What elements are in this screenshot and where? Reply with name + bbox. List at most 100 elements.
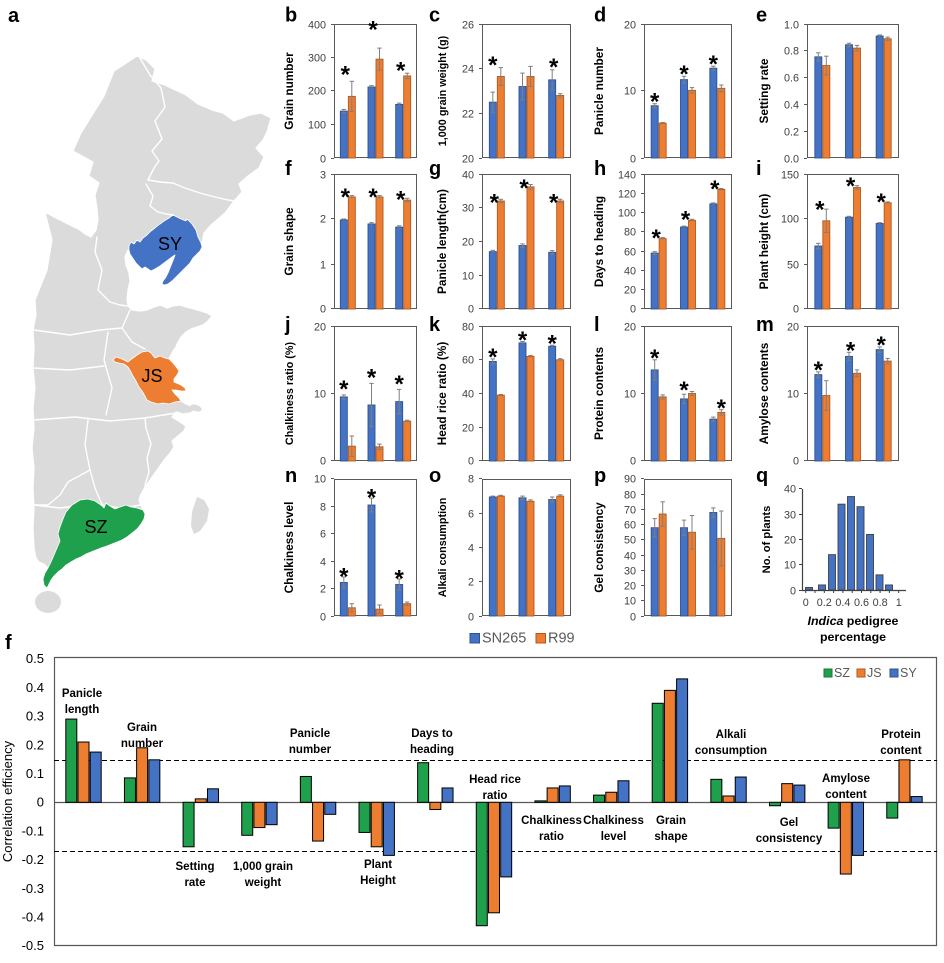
- svg-text:120: 120: [618, 188, 636, 200]
- svg-text:*: *: [548, 331, 558, 358]
- svg-text:Grain number: Grain number: [282, 52, 296, 130]
- svg-text:0: 0: [468, 455, 474, 467]
- svg-text:d: d: [594, 5, 606, 27]
- svg-text:f: f: [285, 158, 292, 180]
- svg-text:8: 8: [320, 501, 326, 513]
- svg-text:Amylose contents: Amylose contents: [757, 342, 771, 444]
- svg-text:40: 40: [462, 169, 474, 181]
- svg-text:0.2: 0.2: [784, 126, 799, 138]
- svg-text:Setting rate: Setting rate: [757, 58, 771, 123]
- svg-text:400: 400: [308, 19, 326, 31]
- svg-text:0: 0: [793, 455, 799, 467]
- svg-text:10: 10: [314, 473, 326, 485]
- svg-text:e: e: [756, 5, 767, 27]
- svg-text:0.6: 0.6: [854, 597, 869, 609]
- svg-text:*: *: [814, 357, 824, 384]
- svg-text:Chalkiness: Chalkiness: [521, 815, 582, 827]
- svg-text:20: 20: [624, 580, 636, 592]
- svg-text:Setting: Setting: [176, 861, 215, 873]
- svg-text:*: *: [846, 338, 856, 365]
- svg-text:m: m: [756, 314, 774, 336]
- svg-text:-0.2: -0.2: [22, 852, 44, 867]
- svg-text:k: k: [429, 314, 441, 336]
- svg-text:100: 100: [781, 213, 799, 225]
- svg-text:JS: JS: [141, 366, 162, 386]
- svg-text:*: *: [519, 175, 529, 202]
- svg-text:Chalkiness ratio (%): Chalkiness ratio (%): [284, 341, 296, 445]
- svg-text:Chalkiness level: Chalkiness level: [282, 502, 296, 594]
- svg-text:1.0: 1.0: [784, 19, 799, 31]
- svg-text:0.3: 0.3: [26, 709, 44, 724]
- svg-text:0.4: 0.4: [835, 597, 850, 609]
- svg-text:0: 0: [803, 597, 809, 609]
- svg-text:0: 0: [320, 153, 326, 165]
- svg-text:length: length: [65, 704, 100, 716]
- svg-text:n: n: [285, 465, 297, 487]
- svg-text:30: 30: [624, 565, 636, 577]
- svg-text:p: p: [594, 465, 606, 487]
- svg-text:4: 4: [320, 556, 326, 568]
- svg-text:2: 2: [468, 576, 474, 588]
- svg-text:0.1: 0.1: [26, 766, 44, 781]
- svg-text:consumption: consumption: [695, 745, 767, 757]
- svg-text:heading: heading: [410, 744, 454, 756]
- svg-text:70: 70: [624, 504, 636, 516]
- svg-text:0: 0: [320, 303, 326, 315]
- svg-text:*: *: [681, 207, 691, 234]
- svg-text:*: *: [490, 190, 500, 217]
- svg-text:0: 0: [630, 303, 636, 315]
- svg-text:Days to heading: Days to heading: [592, 196, 606, 287]
- svg-text:0.8: 0.8: [784, 45, 799, 57]
- svg-text:150: 150: [781, 169, 799, 181]
- svg-text:1: 1: [896, 597, 902, 609]
- svg-text:*: *: [488, 52, 498, 79]
- svg-text:h: h: [594, 158, 606, 180]
- svg-text:*: *: [877, 332, 887, 359]
- svg-text:SZ: SZ: [834, 666, 850, 680]
- svg-text:40: 40: [784, 483, 796, 495]
- svg-text:0: 0: [630, 153, 636, 165]
- svg-text:Head rice: Head rice: [469, 774, 521, 786]
- svg-text:8: 8: [468, 473, 474, 485]
- svg-text:*: *: [368, 16, 378, 43]
- svg-text:SZ: SZ: [84, 517, 107, 537]
- svg-text:26: 26: [462, 19, 474, 31]
- svg-text:number: number: [121, 738, 164, 750]
- svg-text:rate: rate: [184, 877, 205, 889]
- svg-text:0.4: 0.4: [26, 680, 44, 695]
- svg-text:Grain: Grain: [656, 815, 686, 827]
- svg-text:50: 50: [624, 534, 636, 546]
- svg-text:24: 24: [462, 63, 474, 75]
- svg-text:0.5: 0.5: [26, 651, 44, 666]
- svg-text:Gel: Gel: [780, 817, 799, 829]
- svg-text:1: 1: [320, 259, 326, 271]
- svg-text:a: a: [8, 5, 20, 27]
- svg-text:*: *: [650, 89, 660, 116]
- svg-text:40: 40: [624, 550, 636, 562]
- svg-text:20: 20: [624, 19, 636, 31]
- svg-text:0: 0: [468, 303, 474, 315]
- svg-text:0.8: 0.8: [873, 597, 888, 609]
- svg-text:0.0: 0.0: [784, 153, 799, 165]
- svg-text:20: 20: [787, 321, 799, 333]
- svg-text:*: *: [710, 176, 720, 203]
- svg-text:number: number: [289, 744, 332, 756]
- svg-text:*: *: [488, 344, 498, 371]
- svg-text:0: 0: [630, 611, 636, 623]
- svg-text:Amylose: Amylose: [822, 773, 870, 785]
- svg-text:*: *: [709, 51, 719, 78]
- svg-text:3: 3: [320, 169, 326, 181]
- svg-text:60: 60: [624, 246, 636, 258]
- svg-text:*: *: [339, 376, 349, 403]
- svg-text:Head rice ratio (%): Head rice ratio (%): [435, 342, 449, 446]
- svg-text:60: 60: [462, 354, 474, 366]
- svg-text:Correlation efficiency: Correlation efficiency: [0, 740, 15, 862]
- svg-text:j: j: [284, 314, 291, 336]
- svg-text:6: 6: [320, 528, 326, 540]
- svg-text:SN265: SN265: [482, 631, 526, 647]
- svg-text:30: 30: [784, 509, 796, 521]
- svg-text:20: 20: [784, 534, 796, 546]
- svg-text:1,000 grain weight (g): 1,000 grain weight (g): [437, 35, 449, 146]
- svg-text:*: *: [717, 395, 727, 422]
- svg-text:ratio: ratio: [483, 790, 508, 802]
